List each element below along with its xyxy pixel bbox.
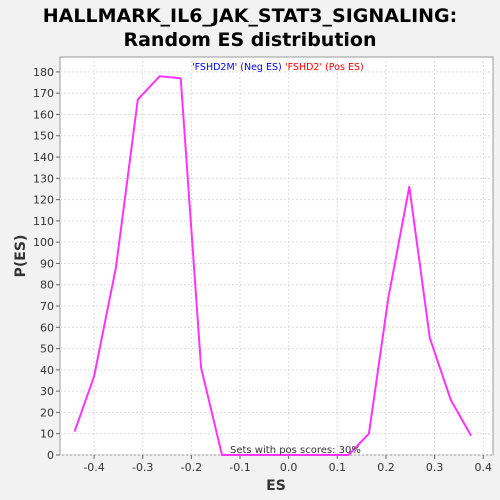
y-tick-label: 20 bbox=[40, 406, 54, 419]
y-tick-label: 180 bbox=[33, 66, 54, 79]
y-tick-label: 70 bbox=[40, 300, 54, 313]
series-layer bbox=[73, 75, 472, 456]
y-tick-label: 150 bbox=[33, 130, 54, 143]
series-line bbox=[73, 75, 472, 456]
x-tick-label: -0.2 bbox=[181, 461, 202, 474]
chart-title-line-2: Random ES distribution bbox=[123, 29, 376, 51]
x-tick-label: 0.2 bbox=[377, 461, 395, 474]
plot-area bbox=[59, 56, 494, 456]
x-tick-label: 0.4 bbox=[475, 461, 493, 474]
y-tick-label: 40 bbox=[40, 364, 54, 377]
x-tick-label: -0.3 bbox=[132, 461, 153, 474]
y-tick-label: 30 bbox=[40, 385, 54, 398]
y-tick-label: 120 bbox=[33, 194, 54, 207]
y-tick-label: 60 bbox=[40, 321, 54, 334]
legend-item-neg: 'FSHD2M' (Neg ES) bbox=[192, 62, 282, 73]
x-tick-label: 0.1 bbox=[329, 461, 347, 474]
legend-item-pos: 'FSHD2' (Pos ES) bbox=[285, 62, 364, 73]
y-tick-label: 0 bbox=[47, 449, 54, 462]
x-tick-label: 0.0 bbox=[280, 461, 298, 474]
y-tick-label: 160 bbox=[33, 108, 54, 121]
y-axis-label: P(ES) bbox=[13, 235, 29, 278]
y-tick-label: 130 bbox=[33, 172, 54, 185]
y-tick-label: 140 bbox=[33, 151, 54, 164]
axis-ticks: 0 10 20 30 40 50 60 70 80 90 100 110 120 130 140 150 160… bbox=[33, 66, 492, 474]
annotation: Sets with pos scores: 30% bbox=[230, 445, 361, 456]
y-tick-label: 170 bbox=[33, 87, 54, 100]
x-tick-label: -0.4 bbox=[83, 461, 104, 474]
grid bbox=[60, 57, 493, 456]
x-tick-label: 0.3 bbox=[426, 461, 444, 474]
y-tick-label: 90 bbox=[40, 257, 54, 270]
y-tick-label: 110 bbox=[33, 215, 54, 228]
x-tick-label: -0.1 bbox=[229, 461, 250, 474]
x-axis-label: ES bbox=[266, 478, 286, 494]
chart-title-line-1: HALLMARK_IL6_JAK_STAT3_SIGNALING: bbox=[43, 5, 457, 27]
y-tick-label: 100 bbox=[33, 236, 54, 249]
y-tick-label: 50 bbox=[40, 343, 54, 356]
y-tick-label: 80 bbox=[40, 279, 54, 292]
y-tick-label: 10 bbox=[40, 428, 54, 441]
